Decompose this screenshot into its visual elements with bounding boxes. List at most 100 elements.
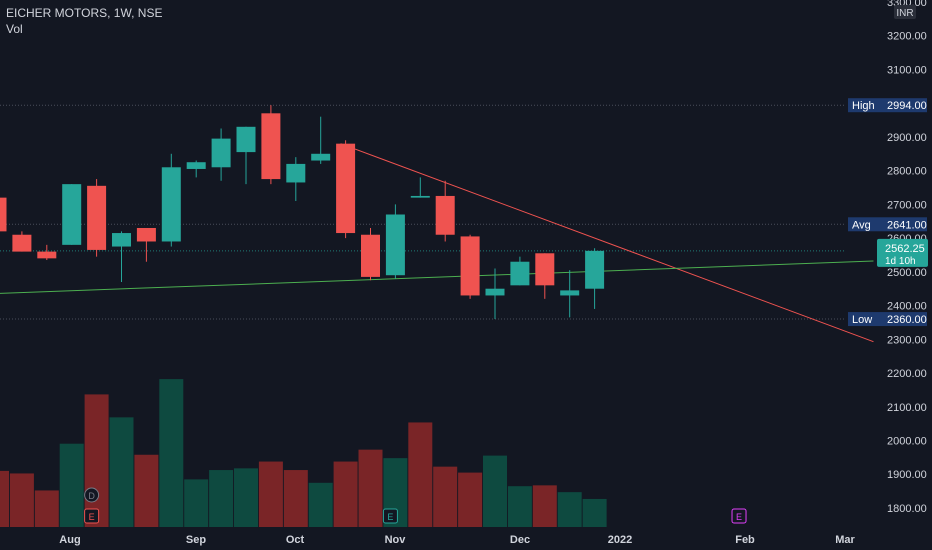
current-price-value: 2562.25: [885, 243, 925, 255]
level-tag-value: 2994.00: [887, 100, 927, 112]
price-tick-label: 1800.00: [887, 503, 927, 515]
level-tag-name-box: [848, 217, 881, 232]
price-tick-label: 2200.00: [887, 368, 927, 380]
volume-bar: [84, 394, 109, 527]
candle[interactable]: [12, 231, 32, 252]
time-tick-label: Aug: [59, 534, 80, 546]
candle-body: [311, 153, 331, 161]
candle-body: [12, 234, 32, 252]
volume-bar: [483, 455, 507, 527]
candle-body: [385, 214, 405, 276]
candle[interactable]: [435, 180, 455, 242]
candle[interactable]: [311, 116, 331, 164]
price-tick-label: 3300.00: [887, 0, 927, 9]
candle[interactable]: [87, 179, 107, 257]
candle[interactable]: [136, 227, 156, 262]
candle[interactable]: [560, 270, 580, 318]
price-tick-label: 2400.00: [887, 301, 927, 313]
volume-bar: [184, 479, 209, 527]
candle-body: [161, 167, 181, 242]
candle[interactable]: [585, 248, 605, 309]
trendline-green[interactable]: [0, 260, 874, 294]
candle-body: [485, 288, 505, 296]
volume-bar: [433, 466, 458, 527]
candle[interactable]: [186, 160, 206, 178]
level-tag-name-box: [848, 312, 881, 327]
trendline-red[interactable]: [340, 143, 874, 343]
candle[interactable]: [236, 126, 256, 185]
candle-body: [0, 197, 7, 232]
level-tag-name: Low: [852, 314, 872, 326]
volume-bar: [557, 492, 582, 527]
candle[interactable]: [37, 244, 57, 261]
symbol-title[interactable]: EICHER MOTORS, 1W, NSE: [6, 6, 163, 20]
candle[interactable]: [485, 268, 505, 320]
candle[interactable]: [361, 227, 380, 281]
candle[interactable]: [286, 157, 306, 202]
volume-bar: [333, 461, 358, 527]
price-tick-label: 2100.00: [887, 402, 927, 414]
event-markers: D E E E: [84, 487, 747, 524]
candle[interactable]: [0, 184, 7, 232]
event-marker-e[interactable]: E: [84, 508, 100, 524]
candle[interactable]: [535, 253, 555, 299]
volume-bar: [0, 470, 9, 527]
event-letter: E: [736, 512, 742, 522]
candle[interactable]: [336, 140, 356, 239]
volume-bar: [532, 485, 557, 527]
candle-body: [37, 251, 57, 259]
price-tick-label: 3100.00: [887, 64, 927, 76]
time-tick-label: 2022: [608, 534, 632, 546]
volume-bar: [59, 443, 84, 527]
candle[interactable]: [112, 231, 131, 282]
event-marker-e[interactable]: E: [731, 508, 747, 524]
volume-bar: [408, 422, 433, 527]
event-marker-d[interactable]: D: [84, 487, 100, 503]
candle[interactable]: [410, 177, 430, 198]
candle[interactable]: [261, 105, 281, 185]
volume-bar: [109, 417, 134, 527]
candle[interactable]: [211, 128, 231, 181]
candle-body: [535, 253, 555, 286]
level-tag-avg[interactable]: Avg 2641.00: [848, 217, 927, 232]
price-tick-label: 1900.00: [887, 469, 927, 481]
level-tag-name: Avg: [852, 219, 871, 231]
event-letter: E: [387, 512, 393, 522]
price-tick-label: 3200.00: [887, 31, 927, 43]
volume-bar: [159, 379, 184, 527]
earnings-icon: [84, 508, 100, 524]
price-tick-label: 2900.00: [887, 132, 927, 144]
candle-body: [87, 185, 107, 250]
volume-bar: [234, 468, 258, 527]
volume-bar: [209, 470, 234, 527]
currency-label: INR: [896, 8, 913, 19]
candle[interactable]: [161, 153, 181, 247]
volume-bar: [358, 449, 383, 527]
level-tag-name: High: [852, 100, 875, 112]
time-tick-label: Nov: [385, 534, 407, 546]
candle-body: [112, 233, 131, 247]
candle-body: [186, 162, 206, 169]
candle[interactable]: [62, 184, 82, 245]
candle[interactable]: [460, 234, 480, 299]
time-tick-label: Oct: [286, 534, 305, 546]
level-tag-value-box: [881, 217, 927, 232]
candle-body: [136, 227, 156, 242]
volume-bar: [134, 454, 159, 527]
level-tag-low[interactable]: Low 2360.00: [848, 312, 927, 327]
candle[interactable]: [385, 204, 405, 279]
candle-body: [286, 163, 306, 183]
candle-body: [510, 261, 530, 286]
volume-bar: [582, 498, 607, 527]
event-marker-e[interactable]: E: [382, 508, 398, 524]
currency-badge[interactable]: INR: [894, 5, 916, 19]
level-tag-high[interactable]: High 2994.00: [848, 98, 927, 113]
candle-body: [261, 113, 281, 180]
volume-indicator-label[interactable]: Vol: [6, 22, 23, 36]
volume-bar: [507, 486, 532, 527]
candle[interactable]: [510, 256, 530, 286]
time-tick-label: Feb: [735, 534, 755, 546]
candle-body: [361, 234, 380, 277]
